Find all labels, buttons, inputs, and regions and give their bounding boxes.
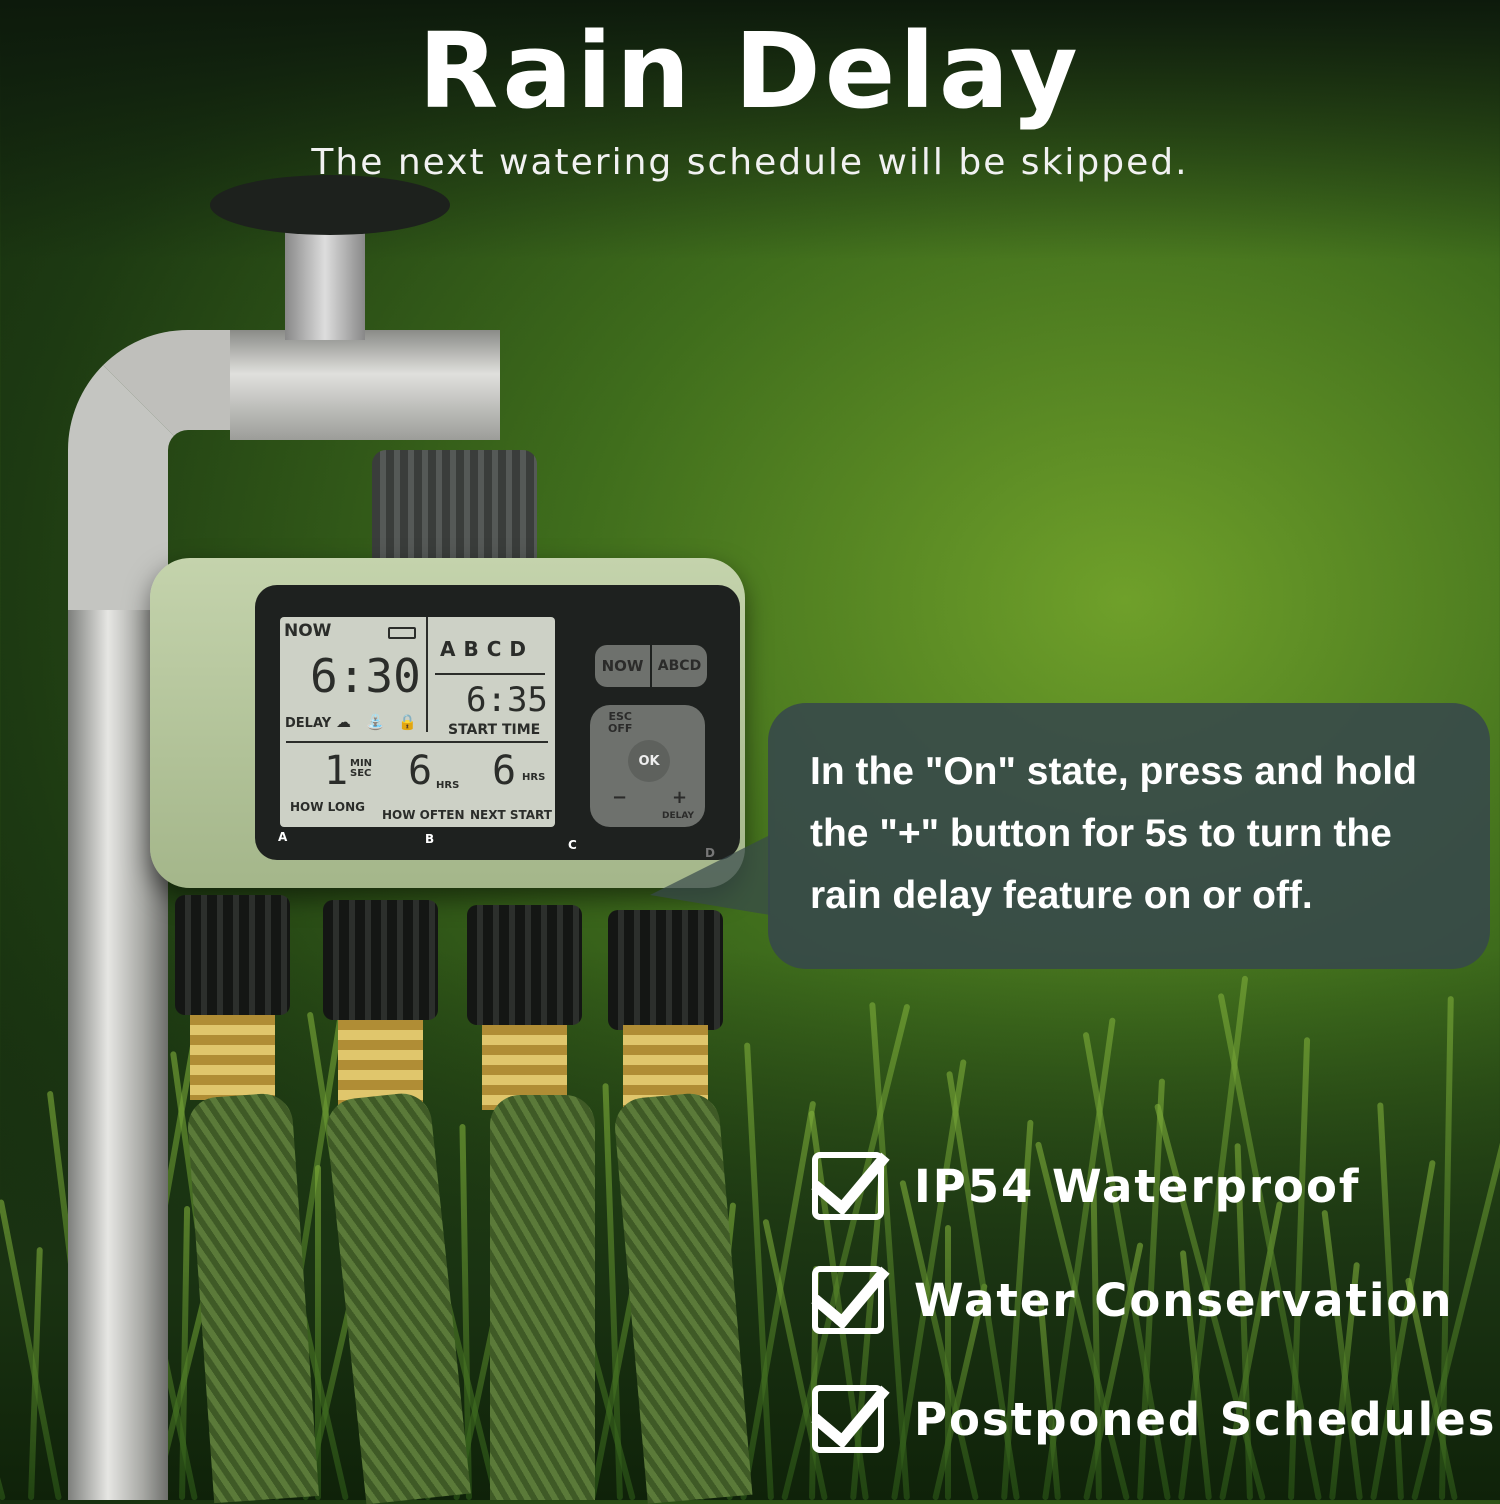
now-button[interactable]: NOW	[595, 645, 650, 687]
faucet-icon: ⛲	[366, 713, 385, 731]
start-time-label: START TIME	[448, 722, 541, 738]
page-title: Rain Delay	[418, 10, 1082, 132]
cloud-icon: ☁	[336, 713, 351, 731]
brass-connector	[338, 1020, 423, 1105]
zone-b: B	[463, 637, 487, 661]
esc-label[interactable]: ESC	[608, 710, 632, 723]
outlet-a	[175, 895, 290, 1015]
feature-item: Water Conservation	[812, 1266, 1453, 1334]
how-long-units: MIN SEC	[350, 758, 373, 779]
zone-d: D	[509, 637, 535, 661]
brass-connector	[190, 1015, 275, 1100]
faucet-handle	[210, 175, 450, 235]
plus-button[interactable]: +	[672, 787, 688, 808]
lock-icon: 🔒	[398, 713, 417, 731]
how-often-label: HOW OFTEN	[382, 808, 465, 822]
start-time: 6:35	[466, 680, 548, 720]
grass-blade	[1321, 1209, 1363, 1501]
hose	[490, 1095, 595, 1500]
faucet-body	[230, 330, 500, 440]
callout-text: In the "On" state, press and hold the "+…	[810, 750, 1417, 917]
grass-blade	[744, 1042, 774, 1501]
feature-item: IP54 Waterproof	[812, 1152, 1360, 1220]
outlet-d	[608, 910, 723, 1030]
port-label-c: C	[568, 838, 577, 852]
how-often-units: HRS	[436, 780, 460, 791]
minus-button[interactable]: −	[612, 787, 628, 808]
faucet-stem	[285, 230, 365, 340]
zone-a: A	[440, 637, 464, 661]
port-label-b: B	[425, 832, 435, 846]
callout-pointer	[650, 835, 770, 915]
how-often-value: 6	[408, 748, 433, 794]
grass-blade	[0, 1306, 6, 1501]
port-label-a: A	[278, 830, 288, 844]
feature-label: Postponed Schedules	[914, 1392, 1497, 1446]
lcd-screen: NOW 6:30 DELAY ☁ ⛲ 🔒 ABCD 6:35 START TIM…	[280, 617, 555, 827]
outlet-c	[467, 905, 582, 1025]
feature-label: Water Conservation	[914, 1273, 1454, 1327]
checkbox-icon	[812, 1266, 884, 1334]
grass-blade	[945, 1225, 951, 1500]
outlet-b	[323, 900, 438, 1020]
now-time: 6:30	[310, 649, 421, 703]
next-start-value: 6	[492, 748, 517, 794]
inlet-nut	[372, 450, 537, 570]
now-label: NOW	[284, 621, 332, 641]
feature-label: IP54 Waterproof	[914, 1159, 1361, 1213]
checkbox-icon	[812, 1152, 884, 1220]
next-start-label: NEXT START	[470, 808, 552, 822]
callout-bubble: In the "On" state, press and hold the "+…	[768, 703, 1490, 969]
battery-icon	[388, 627, 416, 639]
checkbox-icon	[812, 1385, 884, 1453]
zone-c: C	[486, 637, 510, 661]
next-start-units: HRS	[522, 772, 546, 783]
grass-blade	[315, 1165, 321, 1500]
page-subtitle: The next watering schedule will be skipp…	[311, 142, 1189, 183]
abcd-button[interactable]: ABCD	[652, 645, 707, 687]
how-long-value: 1	[324, 748, 349, 794]
ok-button[interactable]: OK	[628, 740, 670, 782]
feature-item: Postponed Schedules	[812, 1385, 1496, 1453]
delay-button-label: DELAY	[662, 811, 694, 821]
off-label[interactable]: OFF	[608, 722, 633, 735]
dpad: ESC OFF OK − + DELAY	[590, 705, 705, 827]
how-long-label: HOW LONG	[290, 800, 365, 814]
delay-label: DELAY	[285, 716, 332, 731]
